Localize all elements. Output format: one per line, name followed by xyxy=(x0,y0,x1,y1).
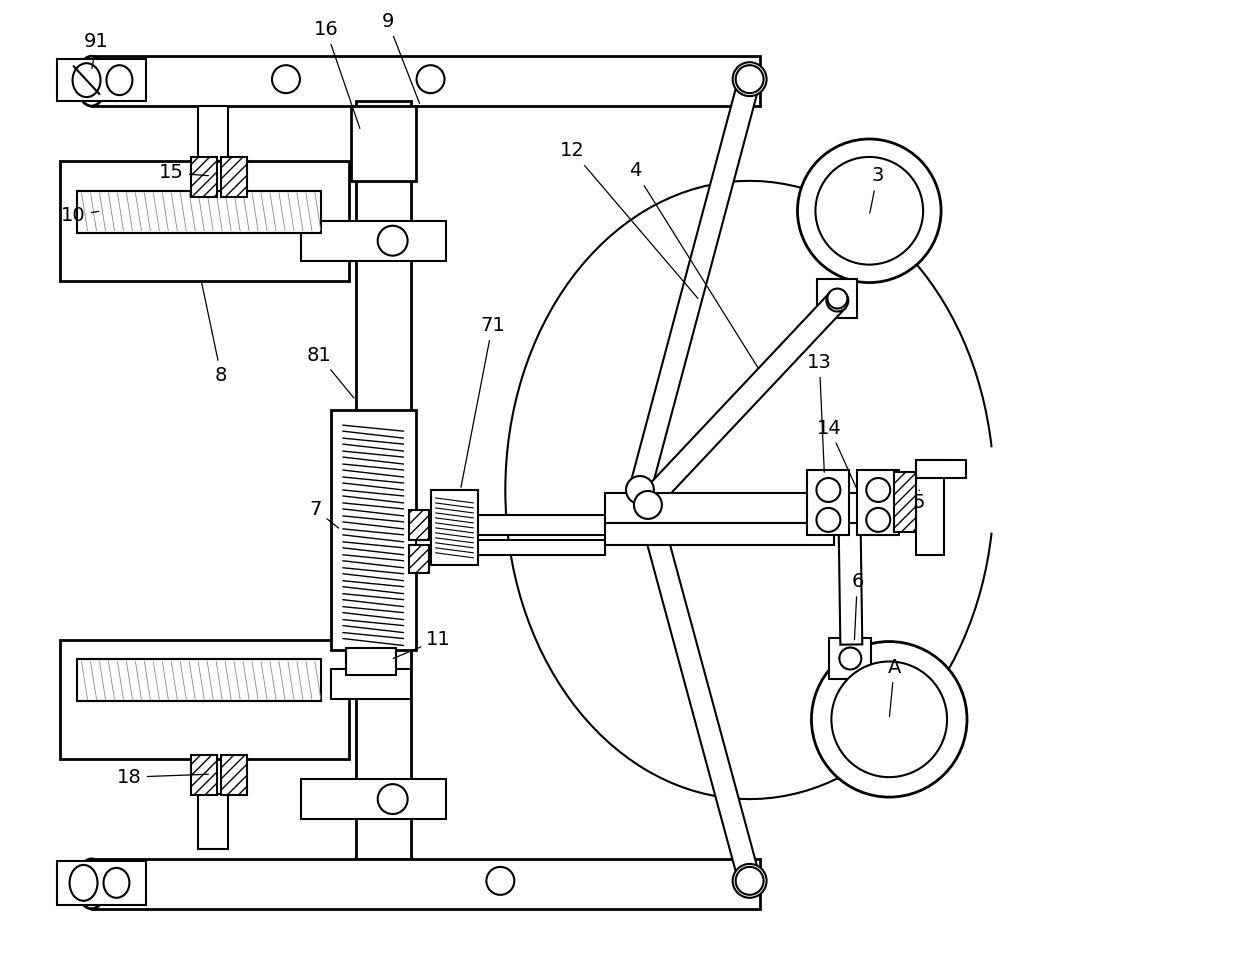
Circle shape xyxy=(634,491,662,519)
Circle shape xyxy=(378,784,408,814)
Bar xyxy=(92,56,760,106)
Bar xyxy=(346,647,395,675)
Text: 3: 3 xyxy=(870,166,883,213)
Circle shape xyxy=(839,647,861,669)
Text: 81: 81 xyxy=(306,346,354,398)
Ellipse shape xyxy=(73,63,100,98)
Circle shape xyxy=(866,478,890,502)
Bar xyxy=(605,523,834,545)
Text: 7: 7 xyxy=(310,500,338,528)
Bar xyxy=(59,161,349,280)
Text: 13: 13 xyxy=(807,353,831,472)
Text: 71: 71 xyxy=(461,316,504,487)
Bar xyxy=(331,669,410,699)
Bar xyxy=(409,545,429,573)
Bar xyxy=(430,490,478,565)
Bar xyxy=(351,106,415,181)
Bar xyxy=(356,101,410,859)
Circle shape xyxy=(273,65,300,93)
Circle shape xyxy=(866,508,890,532)
Text: 11: 11 xyxy=(393,630,451,659)
Ellipse shape xyxy=(77,859,107,909)
Bar xyxy=(77,191,321,233)
Circle shape xyxy=(815,156,923,265)
Circle shape xyxy=(831,662,947,778)
Bar xyxy=(198,106,228,161)
Bar xyxy=(415,515,646,535)
Bar xyxy=(57,861,146,905)
Circle shape xyxy=(732,864,767,897)
Bar xyxy=(895,472,916,532)
Circle shape xyxy=(736,65,763,93)
Text: 9: 9 xyxy=(382,12,420,103)
Bar xyxy=(57,59,146,101)
Polygon shape xyxy=(637,502,761,884)
Ellipse shape xyxy=(107,65,133,95)
Text: 4: 4 xyxy=(628,161,758,368)
Text: 15: 15 xyxy=(159,163,208,183)
Circle shape xyxy=(817,478,840,502)
Text: 16: 16 xyxy=(313,20,359,128)
Bar xyxy=(59,639,349,759)
Ellipse shape xyxy=(77,56,107,106)
Circle shape xyxy=(798,139,942,283)
Bar xyxy=(829,638,871,679)
Polygon shape xyxy=(629,76,761,493)
Bar xyxy=(916,460,944,554)
Ellipse shape xyxy=(69,865,98,901)
Bar xyxy=(808,470,850,535)
Circle shape xyxy=(487,867,514,895)
Text: 8: 8 xyxy=(202,283,227,384)
Ellipse shape xyxy=(104,867,129,897)
Circle shape xyxy=(732,62,767,96)
Circle shape xyxy=(626,476,654,504)
Text: 12: 12 xyxy=(560,141,698,298)
Text: 5: 5 xyxy=(913,490,926,512)
Circle shape xyxy=(826,290,849,311)
Bar xyxy=(301,221,446,261)
Text: 18: 18 xyxy=(116,768,208,786)
Bar xyxy=(221,755,247,795)
Circle shape xyxy=(817,508,840,532)
Bar xyxy=(916,460,966,478)
Bar xyxy=(605,493,895,523)
Polygon shape xyxy=(839,505,862,644)
Text: 14: 14 xyxy=(817,418,856,488)
Circle shape xyxy=(828,289,847,308)
Polygon shape xyxy=(637,293,845,512)
Circle shape xyxy=(378,226,408,256)
Bar xyxy=(857,470,900,535)
Text: 10: 10 xyxy=(61,207,99,225)
Bar xyxy=(301,780,446,819)
Bar xyxy=(409,510,429,540)
Bar xyxy=(77,660,321,701)
Bar xyxy=(221,156,247,197)
Bar xyxy=(191,156,217,197)
Text: 91: 91 xyxy=(84,32,109,69)
Circle shape xyxy=(812,641,966,797)
Bar xyxy=(92,859,760,909)
Text: A: A xyxy=(887,658,901,717)
Bar xyxy=(198,794,228,849)
Bar xyxy=(191,755,217,795)
Circle shape xyxy=(736,867,763,895)
Bar xyxy=(818,278,857,319)
Bar xyxy=(415,540,605,554)
Circle shape xyxy=(416,65,445,93)
Text: 6: 6 xyxy=(851,572,864,639)
Bar xyxy=(331,411,415,649)
